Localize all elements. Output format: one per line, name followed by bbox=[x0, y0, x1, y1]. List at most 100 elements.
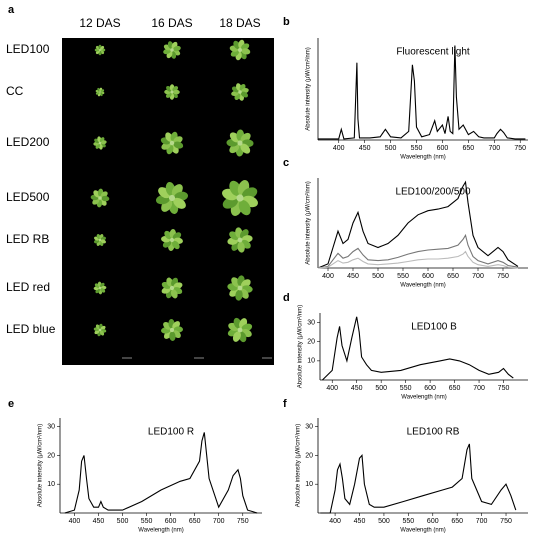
x-tick-label: 750 bbox=[500, 518, 512, 525]
row-label: LED100 bbox=[6, 42, 50, 56]
leaf bbox=[169, 331, 176, 342]
plant bbox=[164, 84, 180, 100]
plant bbox=[94, 44, 106, 56]
x-tick-label: 550 bbox=[397, 273, 409, 280]
spectrum-line bbox=[318, 45, 526, 140]
leaf bbox=[170, 289, 178, 299]
chart-title: LED100 B bbox=[411, 322, 457, 333]
x-tick-label: 450 bbox=[347, 273, 359, 280]
x-tick-label: 700 bbox=[213, 518, 225, 525]
leaf bbox=[240, 91, 249, 98]
panel-label: d bbox=[283, 292, 290, 304]
leaf bbox=[240, 43, 250, 51]
y-tick-label: 20 bbox=[47, 452, 55, 459]
x-tick-label: 600 bbox=[437, 145, 449, 152]
plant-center bbox=[169, 237, 175, 243]
plant-center bbox=[237, 327, 243, 333]
y-axis-label: Absolute intensity (μW/cm²/nm) bbox=[298, 305, 304, 388]
x-axis-label: Wavelength (nm) bbox=[138, 528, 183, 534]
x-axis-label: Wavelength (nm) bbox=[400, 283, 445, 289]
spectrum-line bbox=[320, 443, 517, 514]
x-tick-label: 400 bbox=[322, 273, 334, 280]
plant bbox=[226, 129, 254, 157]
leaf bbox=[238, 200, 251, 216]
x-tick-label: 450 bbox=[351, 385, 363, 392]
x-tick-label: 750 bbox=[514, 145, 526, 152]
leaf bbox=[240, 143, 251, 154]
column-header: 18 DAS bbox=[219, 16, 260, 30]
y-axis-label: Absolute intensity (μW/cm²/nm) bbox=[306, 47, 312, 130]
plant-center bbox=[98, 286, 102, 290]
row-label: CC bbox=[6, 84, 24, 98]
x-tick-label: 700 bbox=[476, 518, 488, 525]
chart-title: LED100/200/500 bbox=[395, 187, 471, 198]
y-tick-label: 10 bbox=[305, 481, 313, 488]
panel-label: f bbox=[283, 398, 287, 410]
x-tick-label: 500 bbox=[375, 385, 387, 392]
row-label: LED500 bbox=[6, 190, 50, 204]
leaf bbox=[100, 45, 105, 50]
x-tick-label: 650 bbox=[463, 145, 475, 152]
leaf bbox=[235, 289, 243, 301]
leaf bbox=[100, 89, 105, 93]
y-tick-label: 10 bbox=[47, 481, 55, 488]
plant-center bbox=[169, 140, 175, 146]
panel-label: c bbox=[283, 157, 289, 169]
plant bbox=[229, 39, 251, 61]
x-tick-label: 550 bbox=[141, 518, 153, 525]
spectrum-line bbox=[317, 233, 519, 269]
x-tick-label: 650 bbox=[449, 385, 461, 392]
x-tick-label: 650 bbox=[451, 518, 463, 525]
leaf bbox=[99, 330, 105, 336]
leaf bbox=[173, 45, 181, 52]
plant bbox=[160, 318, 184, 342]
plant bbox=[161, 229, 183, 251]
plant-center bbox=[170, 48, 174, 52]
x-axis-label: Wavelength (nm) bbox=[400, 528, 445, 534]
plant bbox=[160, 131, 184, 155]
plant bbox=[93, 136, 107, 150]
x-tick-label: 500 bbox=[372, 273, 384, 280]
x-tick-label: 600 bbox=[165, 518, 177, 525]
plant bbox=[163, 41, 181, 59]
column-header: 12 DAS bbox=[79, 16, 120, 30]
y-tick-label: 30 bbox=[47, 423, 55, 430]
leaf bbox=[230, 49, 240, 57]
leaf bbox=[100, 140, 107, 145]
x-tick-label: 400 bbox=[326, 385, 338, 392]
leaf bbox=[100, 288, 106, 293]
x-tick-label: 700 bbox=[473, 385, 485, 392]
x-tick-label: 600 bbox=[427, 518, 439, 525]
column-header: 16 DAS bbox=[151, 16, 192, 30]
x-tick-label: 750 bbox=[498, 385, 510, 392]
x-tick-label: 500 bbox=[117, 518, 129, 525]
row-label: LED blue bbox=[6, 322, 56, 336]
chart-title: LED100 RB bbox=[407, 427, 460, 438]
plant bbox=[227, 275, 253, 301]
leaf bbox=[173, 141, 184, 149]
x-tick-label: 450 bbox=[354, 518, 366, 525]
y-tick-label: 20 bbox=[305, 452, 313, 459]
x-tick-label: 550 bbox=[403, 518, 415, 525]
plant-center bbox=[168, 194, 176, 202]
panel-label: a bbox=[8, 4, 15, 16]
plant-center bbox=[99, 91, 101, 93]
plant-center bbox=[98, 328, 102, 332]
plant bbox=[95, 87, 105, 97]
plant-center bbox=[238, 90, 242, 94]
leaf bbox=[237, 241, 245, 253]
plant-center bbox=[170, 90, 174, 94]
plant-center bbox=[236, 194, 244, 202]
spectrum-line bbox=[317, 250, 519, 269]
x-tick-label: 450 bbox=[359, 145, 371, 152]
leaf bbox=[172, 240, 180, 250]
leaf bbox=[101, 195, 110, 202]
plant-center bbox=[237, 237, 243, 243]
x-tick-label: 550 bbox=[411, 145, 423, 152]
row-label: LED RB bbox=[6, 232, 49, 246]
x-tick-label: 400 bbox=[69, 518, 81, 525]
y-axis-label: Absolute intensity (μW/cm²/nm) bbox=[306, 181, 312, 264]
x-tick-label: 500 bbox=[378, 518, 390, 525]
plant-center bbox=[98, 196, 102, 200]
